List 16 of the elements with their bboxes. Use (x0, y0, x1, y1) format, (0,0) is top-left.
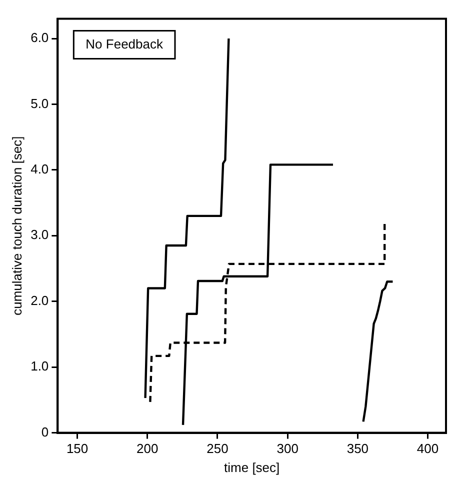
x-tick-label: 200 (136, 441, 158, 456)
y-axis-title: cumulative touch duration [sec] (9, 136, 24, 316)
x-axis-title: time [sec] (224, 460, 280, 475)
x-tick-label: 250 (206, 441, 228, 456)
y-tick-label: 1.0 (30, 358, 49, 374)
x-tick-label: 350 (346, 441, 369, 456)
x-tick-label: 300 (276, 441, 298, 456)
y-tick-label: 3.0 (30, 227, 49, 242)
x-tick-label: 150 (66, 441, 88, 456)
x-tick-label: 400 (416, 441, 439, 456)
y-tick-label: 0 (41, 424, 49, 440)
y-tick-label: 4.0 (30, 162, 49, 177)
annotation: No Feedback (86, 36, 164, 52)
y-tick-label: 5.0 (30, 96, 49, 111)
y-tick-label: 2.0 (30, 292, 49, 308)
y-tick-label: 6.0 (30, 30, 49, 46)
